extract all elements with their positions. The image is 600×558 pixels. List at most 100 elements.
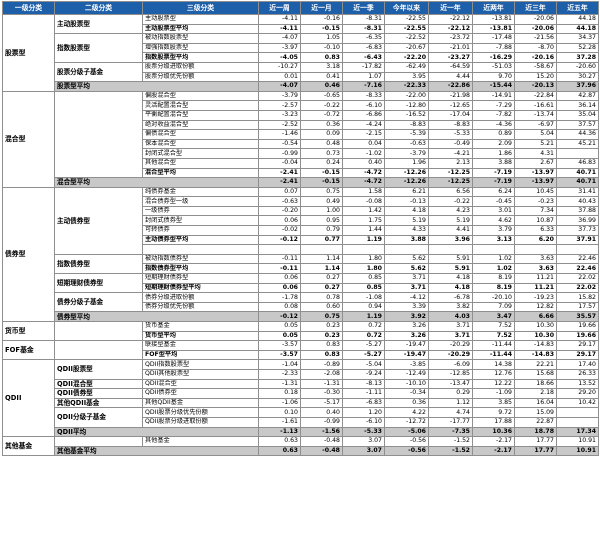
return-value-cell: -4.24 bbox=[342, 119, 385, 131]
return-value-cell: 0.24 bbox=[300, 157, 343, 169]
return-value-cell: -7.82 bbox=[472, 109, 515, 121]
return-value-cell: 1.58 bbox=[342, 186, 385, 198]
return-value-cell: -6.10 bbox=[342, 100, 385, 111]
return-value-cell: -20.10 bbox=[472, 292, 515, 303]
return-value-cell: 12.22 bbox=[472, 378, 515, 390]
return-value-cell: 1.20 bbox=[342, 407, 385, 418]
return-value-cell: 17.57 bbox=[556, 301, 599, 313]
return-value-cell: -4.11 bbox=[258, 23, 301, 35]
return-value-cell: -13.81 bbox=[472, 23, 515, 35]
return-value-cell: -5.27 bbox=[342, 340, 385, 351]
return-value-cell: 3.39 bbox=[384, 301, 429, 313]
return-value-cell: 4.23 bbox=[428, 205, 473, 217]
return-value-cell: 3.07 bbox=[342, 445, 385, 457]
return-value-cell: 2.09 bbox=[472, 138, 515, 150]
return-value-cell: -0.63 bbox=[384, 138, 429, 150]
return-value-cell: -22.55 bbox=[384, 23, 429, 35]
return-value-cell: 0.27 bbox=[300, 282, 343, 294]
return-value-cell: 6.20 bbox=[514, 234, 557, 246]
return-value-cell: -0.10 bbox=[300, 42, 343, 54]
return-value-cell: -62.49 bbox=[384, 61, 429, 73]
return-value-cell: 10.36 bbox=[472, 426, 515, 438]
return-value-cell: -12.25 bbox=[428, 167, 473, 179]
category-level3: 绝对收益混合型 bbox=[142, 119, 259, 131]
return-value-cell: 10.87 bbox=[514, 215, 557, 227]
return-value-cell: 3.88 bbox=[472, 157, 515, 169]
return-value-cell: 4.44 bbox=[428, 71, 473, 83]
return-value-cell: 22.02 bbox=[556, 282, 599, 294]
return-value-cell: -0.04 bbox=[258, 157, 301, 169]
return-value-cell: 37.88 bbox=[556, 205, 599, 217]
return-value-cell: -16.61 bbox=[514, 100, 557, 111]
return-value-cell: -2.15 bbox=[342, 129, 385, 140]
return-value-cell: -0.63 bbox=[258, 196, 301, 207]
category-level1: 混合型 bbox=[2, 90, 55, 188]
return-value-cell: 1.96 bbox=[384, 157, 429, 169]
category-level3: FOF型平均 bbox=[142, 349, 259, 361]
category-level3: 主动股票型 bbox=[142, 14, 259, 25]
return-value-cell: -1.52 bbox=[428, 445, 473, 457]
return-value-cell: 1.19 bbox=[342, 311, 385, 322]
return-value-cell: -13.74 bbox=[514, 109, 557, 121]
category-level2: 其他QDII基金 bbox=[54, 397, 143, 409]
return-value-cell: -1.13 bbox=[258, 426, 301, 438]
category-level3: QDII其他股票型 bbox=[142, 368, 259, 380]
category-average-label: 债券型平均 bbox=[54, 311, 259, 322]
return-value-cell: 10.91 bbox=[556, 436, 599, 447]
category-level3: 联接型基金 bbox=[142, 340, 259, 351]
return-value-cell: 7.34 bbox=[514, 205, 557, 217]
table-row: 封闭式债券型 0.06 0.95 1.75 5.19 5.19 4.62 10.87 36.99 bbox=[3, 215, 599, 227]
return-value-cell: 17.77 bbox=[514, 445, 557, 457]
return-value-cell: 0.85 bbox=[342, 273, 385, 284]
return-value-cell: 0.75 bbox=[300, 311, 343, 322]
return-value-cell: 0.77 bbox=[300, 234, 343, 246]
return-value-cell: 17.77 bbox=[514, 436, 557, 447]
return-value-cell: 4.18 bbox=[428, 282, 473, 294]
return-value-cell: 6.21 bbox=[384, 186, 429, 198]
column-header: 近两年 bbox=[472, 1, 515, 15]
table-row: 其他基金平均 0.63 -0.48 3.07 -0.56 -1.52 -2.17 17.77 1… bbox=[3, 445, 599, 457]
return-value-cell: 0.73 bbox=[300, 148, 343, 159]
return-value-cell bbox=[258, 244, 301, 255]
return-value-cell: 0.10 bbox=[258, 407, 301, 418]
category-level3: QDII债券型 bbox=[142, 388, 259, 399]
return-value-cell: 40.71 bbox=[556, 177, 599, 188]
table-row: 债券分级子基金 债券分级进取份额 -1.78 0.78 -1.08 -4.12 -6.78-… bbox=[3, 292, 599, 313]
return-value-cell: -21.56 bbox=[514, 33, 557, 44]
category-level2 bbox=[54, 90, 143, 179]
table-row: 指数债券型 被动指数债券型 -0.11 1.14 1.80 5.62 5.91 1.02 3.6… bbox=[3, 253, 599, 275]
return-value-cell: -0.72 bbox=[300, 109, 343, 121]
return-value-cell: -3.57 bbox=[258, 349, 301, 361]
return-value-cell: 5.62 bbox=[384, 263, 429, 275]
return-value-cell: -2.17 bbox=[472, 436, 515, 447]
return-value-cell: -0.49 bbox=[428, 138, 473, 150]
return-value-cell: -0.22 bbox=[428, 196, 473, 207]
category-level2: 股票分级子基金 bbox=[54, 61, 143, 83]
return-value-cell: 0.83 bbox=[300, 340, 343, 351]
return-value-cell: -0.34 bbox=[384, 388, 429, 399]
return-value-cell: 26.33 bbox=[556, 368, 599, 380]
return-value-cell: 0.46 bbox=[300, 81, 343, 92]
return-value-cell: -0.48 bbox=[300, 445, 343, 457]
return-value-cell: 0.79 bbox=[300, 225, 343, 236]
return-value-cell: 1.02 bbox=[472, 253, 515, 265]
return-value-cell: 0.08 bbox=[258, 301, 301, 313]
return-value-cell: -16.29 bbox=[472, 52, 515, 63]
return-value-cell: -2.41 bbox=[258, 177, 301, 188]
return-value-cell: 22.21 bbox=[514, 359, 557, 370]
return-value-cell: -8.70 bbox=[514, 42, 557, 54]
category-level1: FOF基金 bbox=[2, 340, 55, 361]
return-value-cell: 3.79 bbox=[472, 225, 515, 236]
return-value-cell: 0.23 bbox=[300, 330, 343, 342]
return-value-cell: 5.04 bbox=[514, 129, 557, 140]
return-value-cell: 2.13 bbox=[428, 157, 473, 169]
return-value-cell: -1.52 bbox=[428, 436, 473, 447]
return-value-cell: 3.63 bbox=[514, 253, 557, 265]
return-value-cell: -17.04 bbox=[428, 109, 473, 121]
return-value-cell: 0.72 bbox=[342, 321, 385, 332]
return-value-cell: 3.88 bbox=[384, 234, 429, 246]
return-value-cell: 37.96 bbox=[556, 81, 599, 92]
return-value-cell: 1.14 bbox=[300, 253, 343, 265]
return-value-cell: -6.09 bbox=[428, 359, 473, 370]
category-average-label: 股票型平均 bbox=[54, 81, 259, 92]
